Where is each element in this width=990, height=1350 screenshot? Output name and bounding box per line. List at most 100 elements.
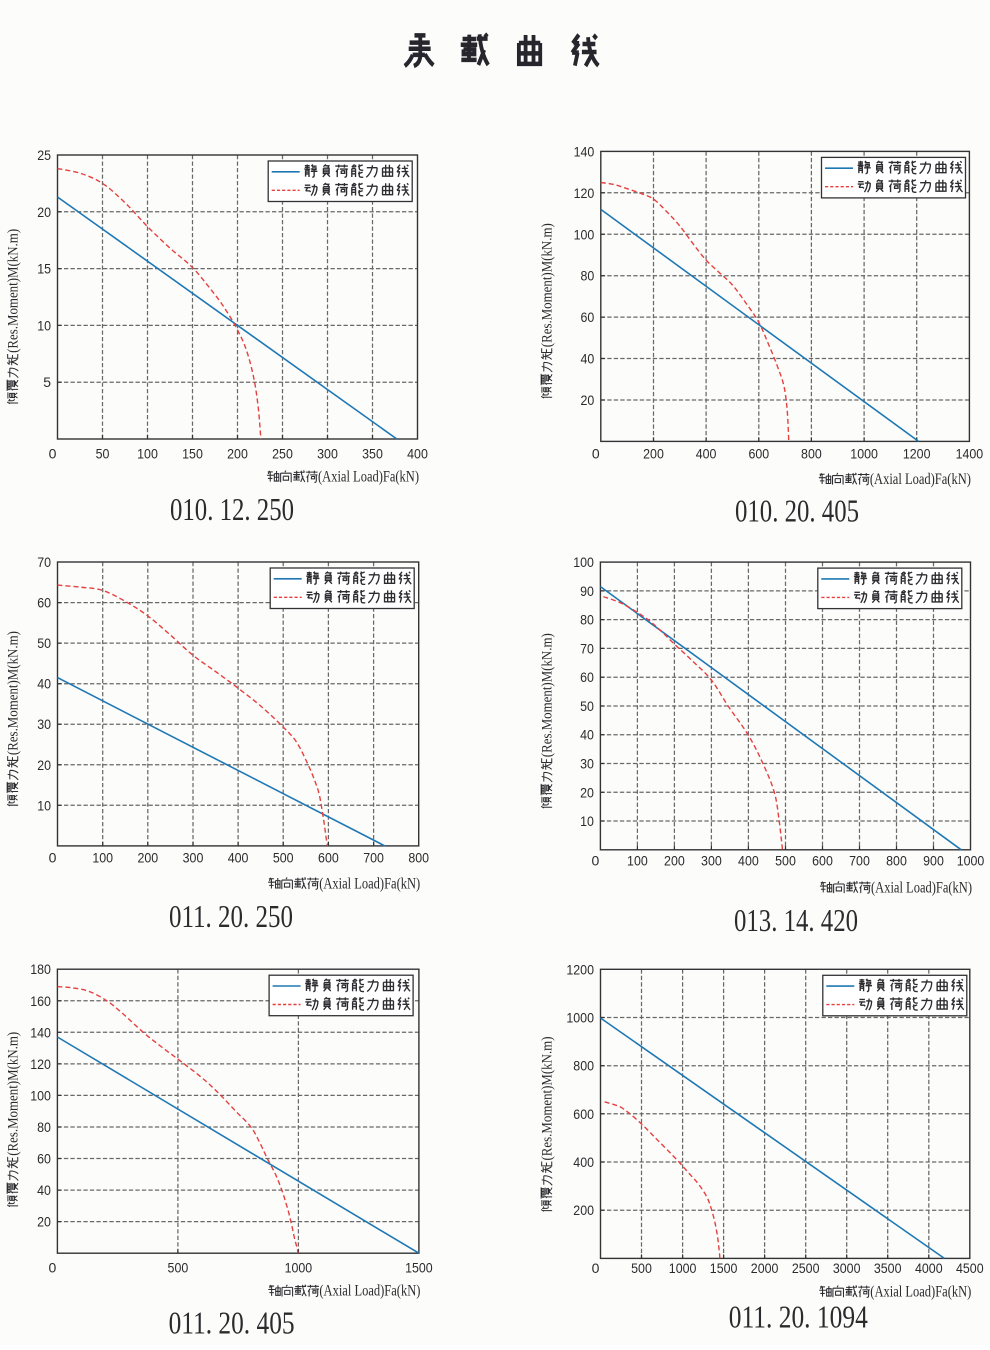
svg-text:500: 500 [168, 1260, 189, 1276]
svg-text:40: 40 [37, 676, 51, 692]
svg-text:70: 70 [37, 554, 51, 570]
svg-text:25: 25 [37, 147, 51, 163]
svg-text:600: 600 [318, 849, 339, 865]
svg-text:150: 150 [182, 445, 203, 461]
svg-text:400: 400 [228, 849, 249, 865]
svg-text:(Res.Moment)M(kN.m): (Res.Moment)M(kN.m) [540, 223, 556, 347]
svg-text:50: 50 [580, 698, 594, 714]
svg-text:(Axial Load)Fa(kN): (Axial Load)Fa(kN) [319, 875, 420, 892]
svg-text:100: 100 [30, 1087, 51, 1103]
svg-text:100: 100 [92, 849, 113, 865]
svg-text:100: 100 [573, 554, 594, 570]
svg-text:400: 400 [696, 446, 717, 462]
svg-text:500: 500 [273, 849, 294, 865]
svg-text:70: 70 [580, 640, 594, 656]
svg-text:200: 200 [664, 853, 685, 869]
svg-text:2500: 2500 [792, 1260, 820, 1276]
svg-text:800: 800 [801, 446, 822, 462]
svg-text:100: 100 [574, 226, 595, 242]
svg-text:(Axial Load)Fa(kN): (Axial Load)Fa(kN) [870, 1284, 971, 1301]
svg-text:10: 10 [580, 813, 594, 829]
svg-text:90: 90 [580, 583, 594, 599]
svg-text:3000: 3000 [833, 1260, 861, 1276]
svg-text:30: 30 [580, 756, 594, 772]
svg-text:1500: 1500 [405, 1260, 433, 1276]
svg-text:5: 5 [43, 374, 51, 390]
svg-text:180: 180 [30, 961, 51, 977]
svg-text:100: 100 [627, 853, 648, 869]
svg-text:800: 800 [408, 849, 429, 865]
svg-text:(Axial Load)Fa(kN): (Axial Load)Fa(kN) [871, 879, 972, 896]
svg-text:1400: 1400 [956, 446, 984, 462]
svg-text:80: 80 [580, 612, 594, 628]
svg-text:600: 600 [573, 1106, 594, 1122]
svg-text:2000: 2000 [751, 1260, 779, 1276]
svg-text:60: 60 [37, 595, 51, 611]
svg-text:010. 20. 405: 010. 20. 405 [735, 494, 859, 529]
svg-text:20: 20 [37, 1214, 51, 1230]
svg-text:011. 20. 405: 011. 20. 405 [169, 1306, 295, 1341]
svg-text:500: 500 [775, 853, 796, 869]
svg-text:250: 250 [272, 445, 293, 461]
svg-text:(Res.Moment)M(kN.m): (Res.Moment)M(kN.m) [6, 229, 22, 353]
svg-text:300: 300 [183, 849, 204, 865]
svg-text:0: 0 [49, 445, 57, 461]
svg-text:(Res.Moment)M(kN.m): (Res.Moment)M(kN.m) [540, 1036, 556, 1160]
svg-text:120: 120 [30, 1056, 51, 1072]
svg-text:400: 400 [573, 1154, 594, 1170]
svg-text:10: 10 [37, 797, 51, 813]
svg-text:1000: 1000 [285, 1260, 313, 1276]
svg-text:700: 700 [363, 849, 384, 865]
svg-text:20: 20 [37, 204, 51, 220]
svg-text:800: 800 [886, 853, 907, 869]
svg-text:0: 0 [592, 1260, 600, 1276]
svg-text:200: 200 [227, 445, 248, 461]
svg-text:1000: 1000 [669, 1260, 697, 1276]
svg-text:010. 12. 250: 010. 12. 250 [170, 492, 294, 527]
svg-text:400: 400 [407, 445, 428, 461]
svg-text:100: 100 [137, 445, 158, 461]
svg-text:700: 700 [849, 853, 870, 869]
svg-text:(Res.Moment)M(kN.m): (Res.Moment)M(kN.m) [6, 631, 22, 755]
svg-text:1000: 1000 [566, 1010, 594, 1026]
svg-text:80: 80 [581, 268, 595, 284]
svg-text:40: 40 [37, 1182, 51, 1198]
svg-text:1000: 1000 [850, 446, 878, 462]
svg-text:20: 20 [581, 392, 595, 408]
svg-text:0: 0 [49, 1260, 57, 1276]
svg-text:3500: 3500 [874, 1260, 902, 1276]
svg-text:20: 20 [580, 784, 594, 800]
svg-text:800: 800 [573, 1058, 594, 1074]
svg-text:1000: 1000 [957, 853, 985, 869]
svg-text:900: 900 [923, 853, 944, 869]
svg-text:200: 200 [643, 446, 664, 462]
svg-text:40: 40 [580, 727, 594, 743]
svg-text:4000: 4000 [915, 1260, 943, 1276]
svg-text:120: 120 [574, 185, 595, 201]
svg-text:50: 50 [96, 445, 110, 461]
svg-text:200: 200 [573, 1202, 594, 1218]
svg-text:50: 50 [37, 635, 51, 651]
svg-text:400: 400 [738, 853, 759, 869]
svg-text:300: 300 [701, 853, 722, 869]
svg-text:(Res.Moment)M(kN.m): (Res.Moment)M(kN.m) [540, 633, 556, 757]
svg-text:30: 30 [37, 716, 51, 732]
svg-text:20: 20 [37, 757, 51, 773]
svg-text:011. 20. 250: 011. 20. 250 [169, 899, 293, 934]
svg-text:(Axial Load)Fa(kN): (Axial Load)Fa(kN) [870, 471, 971, 488]
svg-text:60: 60 [37, 1151, 51, 1167]
svg-text:1200: 1200 [566, 961, 594, 977]
svg-text:1500: 1500 [710, 1260, 738, 1276]
svg-text:600: 600 [812, 853, 833, 869]
svg-text:0: 0 [592, 853, 600, 869]
svg-text:10: 10 [37, 317, 51, 333]
svg-text:011. 20. 1094: 011. 20. 1094 [729, 1300, 868, 1335]
svg-text:60: 60 [581, 309, 595, 325]
svg-text:(Axial Load)Fa(kN): (Axial Load)Fa(kN) [319, 1283, 420, 1300]
svg-text:500: 500 [631, 1260, 652, 1276]
svg-text:40: 40 [581, 351, 595, 367]
svg-text:15: 15 [37, 261, 51, 277]
svg-text:0: 0 [49, 849, 57, 865]
svg-text:1200: 1200 [903, 446, 931, 462]
svg-text:(Axial Load)Fa(kN): (Axial Load)Fa(kN) [318, 469, 419, 486]
